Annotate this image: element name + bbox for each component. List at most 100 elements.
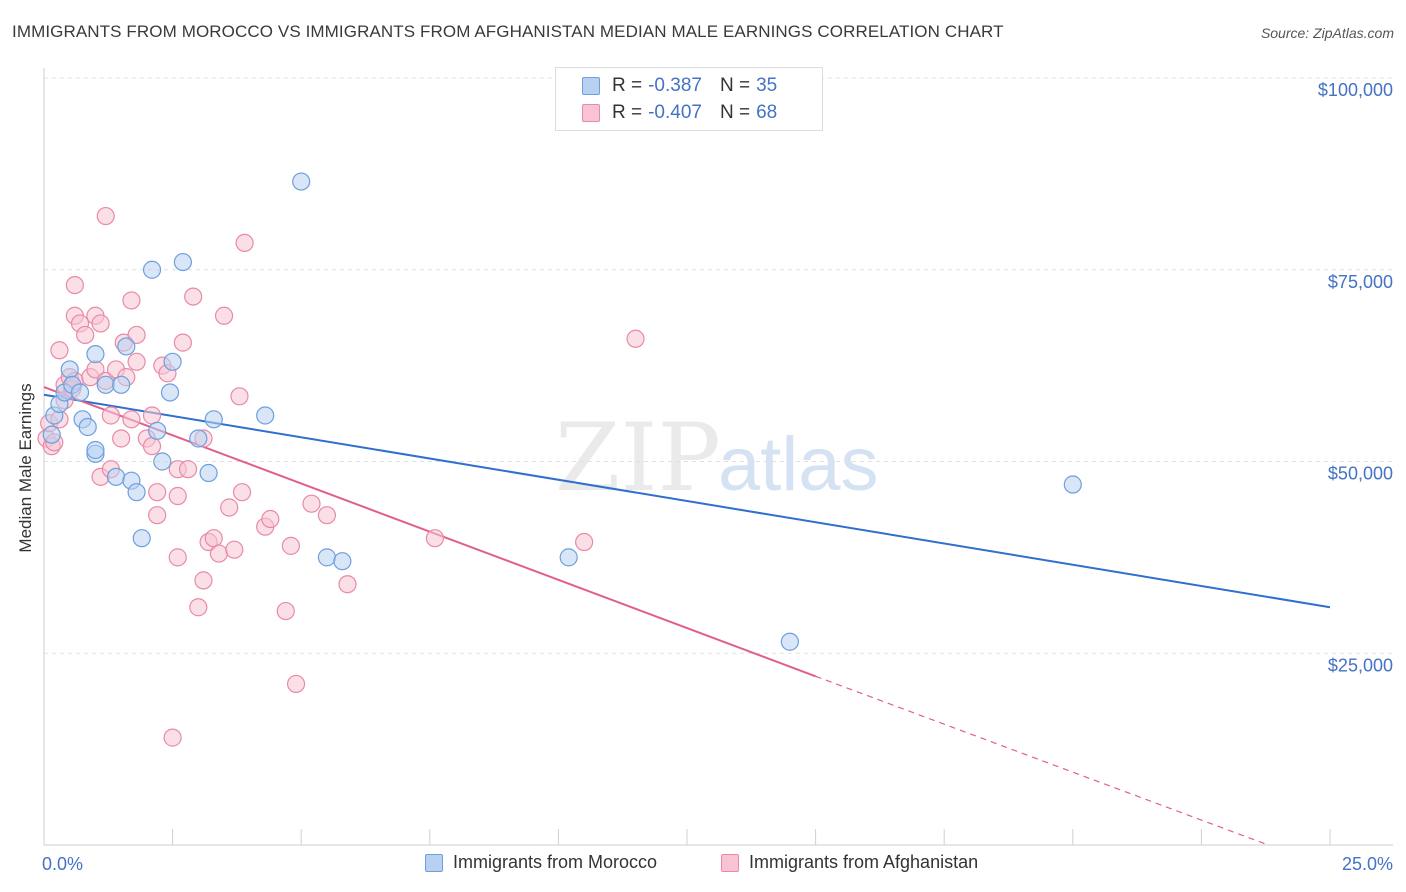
afghanistan-point	[230, 387, 249, 406]
afghanistan-point	[127, 325, 146, 345]
afghanistan-point	[50, 341, 69, 360]
stats-n-key: N =	[719, 102, 751, 123]
afghanistan-point	[232, 483, 252, 502]
afghanistan-point	[127, 352, 146, 371]
morocco-point	[117, 337, 136, 356]
morocco-point	[142, 260, 162, 279]
morocco-point	[292, 172, 311, 191]
y-tick-label: $25,000	[1328, 655, 1393, 675]
morocco-swatch	[582, 77, 600, 95]
afghanistan-point	[261, 509, 280, 529]
morocco-point	[60, 360, 79, 379]
morocco-point	[160, 383, 180, 402]
afghanistan-point	[317, 506, 337, 525]
stats-n-key: N =	[719, 75, 751, 96]
morocco-point	[127, 483, 146, 502]
morocco-point	[42, 425, 61, 444]
trendline-afghanistan-extension	[815, 675, 1269, 846]
afghanistan-point	[148, 483, 167, 502]
afghanistan-point	[235, 233, 254, 253]
afghanistan-point	[286, 674, 306, 694]
afghanistan-point	[204, 529, 223, 548]
afghanistan-legend-swatch	[721, 853, 739, 872]
afghanistan-point	[76, 325, 95, 345]
afghanistan-point	[168, 548, 187, 567]
morocco-point	[86, 440, 105, 460]
afghanistan-point	[189, 598, 208, 617]
afghanistan-point	[194, 571, 213, 590]
morocco-point	[153, 452, 172, 471]
grid-layer	[44, 77, 1393, 654]
morocco-point	[780, 632, 799, 651]
morocco-point	[112, 375, 131, 394]
afghanistan-point	[575, 532, 594, 552]
morocco-point	[173, 252, 192, 272]
x-tick-label: 25.0%	[1342, 854, 1393, 874]
afghanistan-point	[626, 329, 645, 348]
morocco-point	[148, 421, 167, 440]
morocco-point	[199, 463, 218, 483]
afghanistan-point	[338, 575, 357, 594]
morocco-point	[256, 406, 275, 425]
afghanistan-point	[425, 529, 445, 548]
afghanistan-point	[302, 494, 321, 513]
morocco-point	[333, 552, 352, 571]
morocco-point	[70, 383, 90, 402]
legend-item-morocco[interactable]: Immigrants from Morocco	[425, 852, 657, 873]
afghanistan-point	[112, 429, 131, 448]
chart-title: IMMIGRANTS FROM MOROCCO VS IMMIGRANTS FR…	[12, 22, 1004, 41]
morocco-point	[96, 375, 115, 394]
stats-r-key: R =	[612, 102, 643, 123]
afghanistan-point	[91, 314, 110, 333]
afghanistan-point	[142, 437, 162, 456]
afghanistan-point	[142, 406, 162, 425]
point-layer	[37, 172, 1082, 747]
legend-label-morocco: Immigrants from Morocco	[453, 852, 658, 872]
afghanistan-point	[122, 410, 141, 429]
bottom-legend: Immigrants from Morocco Immigrants from …	[0, 852, 1406, 878]
afghanistan-point	[122, 291, 141, 310]
afghanistan-point	[281, 536, 301, 555]
morocco-point	[106, 467, 126, 486]
y-axis-label: Median Male Earnings	[16, 383, 35, 552]
afghanistan-point	[65, 275, 84, 295]
stats-n-value: 35	[756, 75, 778, 96]
morocco-point	[204, 410, 223, 429]
stats-n-value: 68	[756, 102, 778, 123]
stats-r-key: R =	[612, 75, 643, 96]
afghanistan-point	[178, 460, 198, 479]
morocco-point	[1063, 475, 1082, 494]
stats-r-value: -0.407	[648, 102, 702, 123]
afghanistan-point	[214, 306, 234, 325]
morocco-point	[86, 345, 105, 364]
afghanistan-point	[96, 206, 115, 226]
legend-item-afghanistan[interactable]: Immigrants from Afghanistan	[721, 852, 978, 873]
watermark-atlas: atlas	[718, 422, 879, 507]
morocco-point	[78, 417, 97, 437]
x-tick-label: 0.0%	[42, 854, 83, 874]
y-tick-label: $50,000	[1328, 464, 1393, 484]
afghanistan-point	[148, 506, 167, 525]
chart-source: Source: ZipAtlas.com	[1260, 25, 1394, 41]
afghanistan-point	[168, 486, 187, 506]
afghanistan-point	[163, 728, 182, 747]
morocco-legend-swatch	[425, 853, 443, 872]
afghanistan-point	[101, 406, 120, 425]
stats-row-morocco: R = -0.387 N = 35	[556, 73, 777, 99]
afghanistan-point	[225, 540, 244, 559]
afghanistan-point	[209, 544, 228, 563]
morocco-point	[559, 548, 578, 567]
axis-layer: $25,000 $50,000 $75,000 $100,000 0.0% 25.0%	[42, 68, 1393, 874]
trendline-morocco	[43, 393, 1331, 609]
stats-row-afghanistan: R = -0.407 N = 68	[556, 100, 777, 126]
legend-label-afghanistan: Immigrants from Afghanistan	[749, 852, 979, 872]
stats-legend: R = -0.387 N = 35 R = -0.407 N = 68	[555, 67, 823, 131]
morocco-point	[132, 529, 151, 548]
afghanistan-point	[220, 498, 239, 517]
afghanistan-point	[173, 333, 192, 352]
morocco-point	[163, 352, 182, 371]
y-tick-label: $100,000	[1318, 80, 1393, 100]
stats-r-value: -0.387	[648, 75, 702, 96]
afghanistan-point	[276, 601, 295, 621]
